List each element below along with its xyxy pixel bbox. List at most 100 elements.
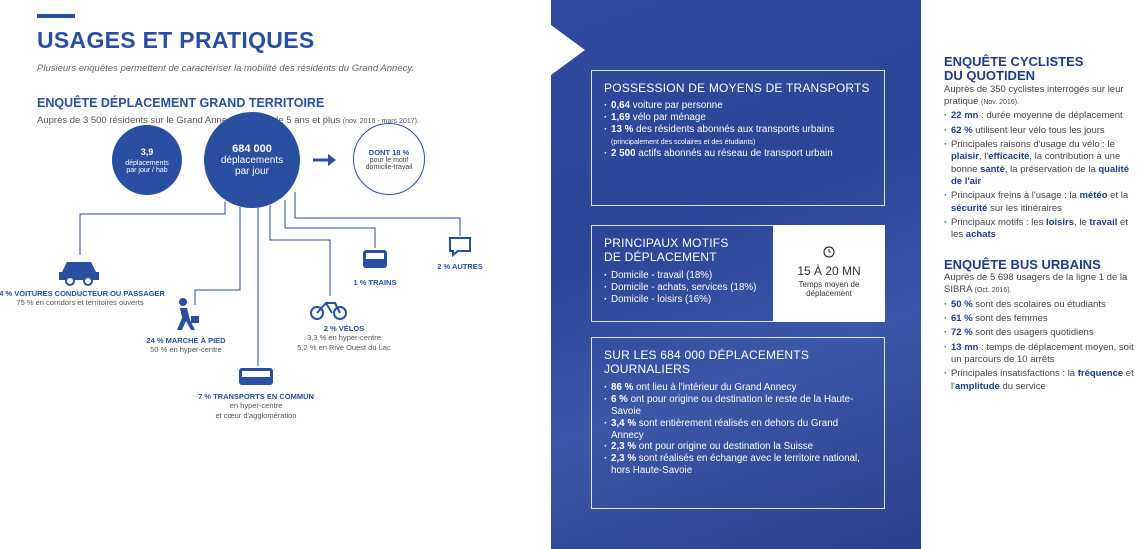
commute-circle: DONT 18 % pour le motif domicile-travail	[353, 123, 425, 195]
walk-icon	[179, 298, 187, 306]
per-person-circle: 3,9 déplacements par jour / hab	[112, 125, 182, 195]
survey-title: ENQUÊTE CYCLISTES DU QUOTIDEN	[944, 55, 1094, 84]
bold-run: plaisir	[951, 151, 979, 162]
bullet-item: 22 mn : durée moyenne de déplacement	[944, 110, 1140, 122]
text-run: Principaux freins à l'usage : la	[951, 190, 1080, 201]
box-title: POSSESSION DE MOYENS DE TRANSPORTS	[604, 81, 872, 95]
bullet-item: Domicile - loisirs (16%)	[604, 294, 761, 306]
survey-intro: Auprès de 350 cyclistes interrogés sur l…	[944, 84, 1140, 109]
connector	[80, 202, 225, 255]
text-run: Auprès de 5 698 usagers de la ligne 1 de…	[944, 272, 1127, 295]
total-value: 684 000	[232, 143, 272, 155]
bullet-list: Domicile - travail (18%)Domicile - achat…	[604, 270, 761, 306]
commute-label: pour le motif domicile-travail	[362, 157, 416, 171]
mode-title: 24 % MARCHE À PIED	[146, 336, 225, 345]
connector	[270, 205, 330, 296]
total-circle: 684 000 déplacements par jour	[204, 112, 300, 208]
bold-run: 13 mn	[951, 342, 978, 353]
notch	[551, 0, 591, 100]
text-run: Principales insatisfactions : la	[951, 368, 1078, 379]
text-run: , le	[1074, 217, 1089, 228]
per-person-label: déplacements par jour / hab	[121, 160, 173, 174]
text-run: sont des femmes	[973, 313, 1048, 324]
text-run: : durée moyenne de déplacement	[978, 110, 1122, 121]
text-run: actifs abonnés au réseau de transport ur…	[636, 148, 833, 159]
bullet-item: 3,4 % sont entièrement réalisés en dehor…	[604, 418, 872, 442]
text-run: sont des usagers quotidiens	[973, 327, 1094, 338]
bus-window	[242, 371, 270, 377]
mode-label: 2 % AUTRES	[437, 262, 483, 271]
bold-run: 72 %	[951, 327, 973, 338]
mode-detail: 3,3 % en hyper-centre	[307, 333, 381, 342]
text-run: Domicile - loisirs (16%)	[611, 294, 711, 305]
bike-frame	[317, 303, 340, 313]
bullet-item: 1,69 vélo par ménage	[604, 112, 872, 124]
text-run: sont réalisés en échange avec le territo…	[611, 453, 860, 476]
bold-run: travail	[1089, 217, 1117, 228]
bullet-item: Principaux freins à l'usage : la météo e…	[944, 190, 1140, 215]
commute-value: DONT 18 %	[369, 148, 409, 157]
bullet-item: 86 % ont lieu à l'intérieur du Grand Ann…	[604, 382, 872, 394]
bullet-list: 50 % sont des scolaires ou étudiants 61 %…	[944, 299, 1140, 393]
bold-run: 61 %	[951, 313, 973, 324]
bullet-item: 50 % sont des scolaires ou étudiants	[944, 299, 1140, 311]
mode-detail: 5,2 % en Rive Ouest du Lac	[297, 343, 390, 352]
bold-run: 2,3 %	[611, 453, 636, 464]
text-run: ont pour origine ou destination la Suiss…	[636, 441, 813, 452]
bullet-item: 13 % des résidents abonnés aux transport…	[604, 124, 872, 148]
text-run: ont pour origine ou destination le reste…	[611, 394, 853, 417]
bold-run: amplitude	[955, 381, 1000, 392]
text-run: sur les itinéraires	[987, 203, 1061, 214]
small-run: (Oct. 2016).	[975, 287, 1012, 294]
text-run: , l'	[979, 151, 988, 162]
bullet-item: Principales raisons d'usage du vélo : le…	[944, 139, 1140, 188]
car-icon	[59, 262, 99, 280]
text-run: sont entièrement réalisés en dehors du G…	[611, 418, 838, 441]
bullet-item: 72 % sont des usagers quotidiens	[944, 327, 1140, 339]
total-label: déplacements par jour	[217, 155, 287, 177]
mode-label: 7 % TRANSPORTS EN COMMUNen hyper-centree…	[198, 392, 314, 420]
mode-detail: 75 % en corridors et territoires ouverts	[16, 298, 143, 307]
bold-run: 6 %	[611, 394, 628, 405]
bold-run: santé	[980, 164, 1005, 175]
motives-box: PRINCIPAUX MOTIFS DE DÉPLACEMENT Domicil…	[591, 225, 774, 322]
per-person-value: 3,9	[141, 147, 154, 157]
mode-detail: en hyper-centre	[230, 401, 283, 410]
mode-title: 7 % TRANSPORTS EN COMMUN	[198, 392, 314, 401]
car-wheel	[66, 277, 74, 285]
bold-run: 1,69	[611, 112, 630, 123]
bullet-item: 2 500 actifs abonnés au réseau de transp…	[604, 148, 872, 160]
bold-run: 2,3 %	[611, 441, 636, 452]
other-icon	[450, 238, 470, 255]
bold-run: 13 %	[611, 124, 633, 135]
text-run: vélo par ménage	[630, 112, 706, 123]
mode-label: 1 % TRAINS	[354, 278, 397, 287]
bold-run: 22 mn	[951, 110, 978, 121]
bullet-list: 86 % ont lieu à l'intérieur du Grand Ann…	[604, 382, 872, 478]
train-window	[366, 253, 384, 259]
ownership-box: POSSESSION DE MOYENS DE TRANSPORTS 0,64 …	[591, 70, 885, 206]
bold-run: 0,64	[611, 100, 630, 111]
survey-intro: Auprès de 5 698 usagers de la ligne 1 de…	[944, 272, 1134, 297]
mode-title: 2 % VÉLOS	[324, 324, 364, 333]
bullet-item: Principales insatisfactions : la fréquen…	[944, 368, 1140, 393]
mode-detail: et cœur d'agglomération	[215, 411, 296, 420]
right-panel: ENQUÊTE CYCLISTES DU QUOTIDEN Auprès de …	[944, 55, 1140, 393]
connector	[195, 207, 240, 305]
time-value: 15 À 20 MN	[773, 264, 885, 278]
text-run: des résidents abonnés aux transports urb…	[633, 124, 834, 135]
arrow-head	[328, 154, 336, 166]
mode-title: 64 % VOITURES CONDUCTEUR OU PASSAGER	[0, 289, 165, 298]
bullet-item: 0,64 voiture par personne	[604, 100, 872, 112]
bullet-list: 0,64 voiture par personne1,69 vélo par m…	[604, 100, 872, 160]
bold-run: météo	[1080, 190, 1108, 201]
car-wheel	[84, 277, 92, 285]
box-title: PRINCIPAUX MOTIFS DE DÉPLACEMENT	[604, 236, 734, 265]
bold-run: 50 %	[951, 299, 973, 310]
text-run: Domicile - travail (18%)	[611, 270, 712, 281]
box-title: SUR LES 684 000 DÉPLACEMENTS JOURNALIERS	[604, 348, 824, 377]
time-label: Temps moyen de déplacement	[794, 280, 864, 298]
text-run: , la préservation de la	[1005, 164, 1098, 175]
